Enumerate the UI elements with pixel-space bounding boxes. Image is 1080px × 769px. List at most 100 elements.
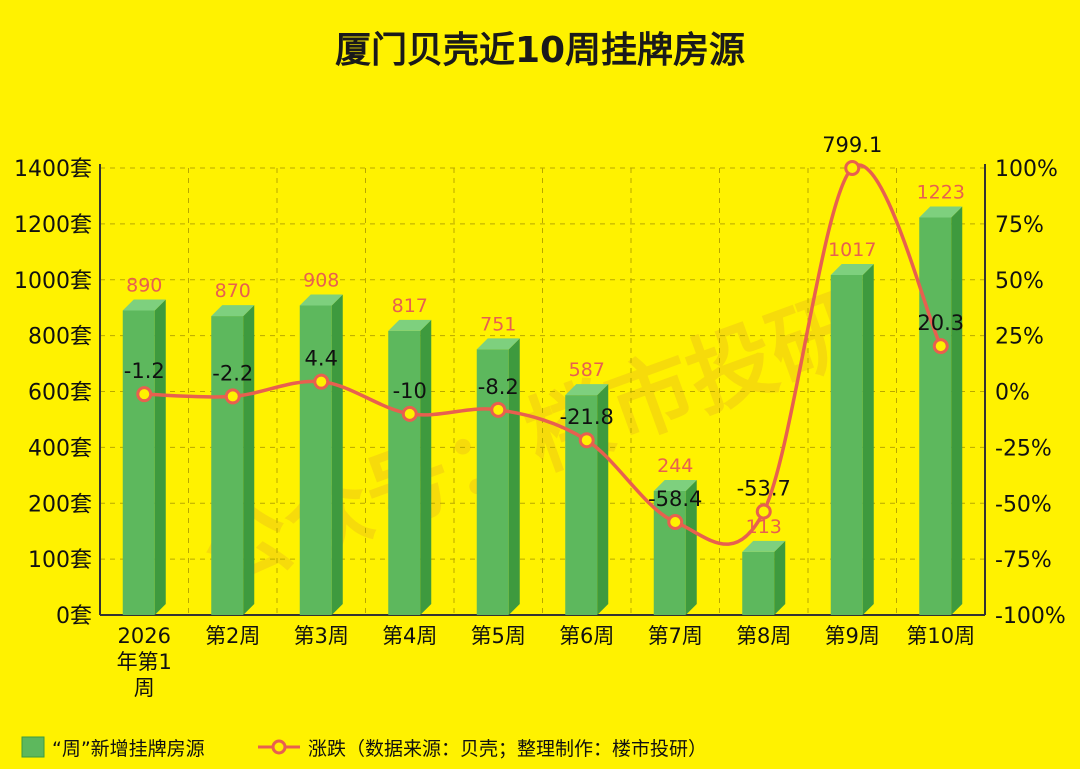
axes: 0套 -100% 100套 -75% 200套 -50% 400套 -25% 600套 0% 800… (14, 157, 1066, 700)
bar-value-label: 817 (392, 295, 428, 317)
line-value-label: -2.2 (212, 361, 253, 385)
line-point (224, 388, 241, 405)
bar-top (211, 305, 255, 317)
line-point (578, 432, 595, 449)
bar-value-label: 587 (569, 359, 605, 381)
x-tick-label: 第9周 (825, 624, 880, 648)
right-tick-label: 100% (995, 157, 1058, 182)
bar-top (919, 206, 963, 218)
bar-value-label: 908 (303, 269, 339, 291)
bar-value-label: 751 (480, 313, 516, 335)
left-tick-label: 1000套 (14, 269, 92, 294)
bar-side (508, 338, 520, 615)
bar-value-label: 1017 (828, 239, 876, 261)
bar-front (122, 310, 155, 615)
line-value-label: -10 (393, 379, 427, 403)
line-value-label: 20.3 (917, 311, 964, 335)
left-tick-label: 600套 (28, 381, 92, 406)
data-labels: 890 870 908 817 751 587 244 113 1017 1223 -1.2 -2.2… (124, 133, 965, 538)
bar-front (830, 275, 863, 615)
bar-value-label: 244 (657, 455, 693, 477)
line-point (755, 503, 772, 520)
line-value-label: 799.1 (822, 133, 882, 157)
legend: “周”新增挂牌房源 涨跌（数据来源：贝壳；整理制作：楼市投研） (21, 736, 707, 760)
left-tick-label: 400套 (28, 436, 92, 461)
bar-series (122, 206, 963, 615)
line-value-label: -58.4 (648, 487, 702, 511)
x-tick-label: 第5周 (471, 624, 526, 648)
bar-top (388, 319, 432, 331)
right-tick-label: 75% (995, 213, 1044, 238)
line-path (144, 163, 943, 546)
bar-side (597, 384, 609, 615)
legend-line-marker (271, 739, 287, 755)
left-tick-label: 1400套 (14, 157, 92, 182)
line-value-label: -8.2 (478, 375, 519, 399)
bar-top (122, 299, 166, 311)
bar-value-label: 890 (126, 274, 162, 296)
bar-top (653, 479, 697, 491)
bar-side (243, 305, 255, 615)
bar-front (919, 217, 952, 615)
right-tick-label: 0% (995, 381, 1030, 406)
bar-top (299, 294, 343, 306)
bar-front (476, 349, 509, 615)
grid-lines (100, 167, 985, 615)
bar-front (742, 551, 775, 615)
bar-side (862, 264, 874, 615)
line-value-label: -21.8 (560, 405, 614, 429)
left-tick-label: 200套 (28, 492, 92, 517)
line-point (844, 160, 861, 176)
x-tick-label: 第6周 (559, 624, 614, 648)
bar-value-label: 1223 (917, 181, 965, 203)
legend-bar-label: “周”新增挂牌房源 (52, 738, 205, 760)
x-tick-label: 第3周 (294, 624, 349, 648)
bar-front (299, 305, 332, 615)
line-value-label: -53.7 (737, 477, 791, 501)
line-point (401, 405, 418, 422)
x-tick-label: 第4周 (382, 624, 437, 648)
left-tick-label: 0套 (56, 604, 92, 629)
bar-top (742, 540, 786, 552)
bar-front (388, 330, 421, 615)
bar (211, 305, 255, 615)
bar-top (565, 384, 609, 396)
bar-side (420, 319, 432, 615)
bar-front (211, 316, 244, 615)
bar (122, 299, 166, 615)
line-series (136, 160, 949, 546)
bar (919, 206, 963, 615)
chart-title: 厦门贝壳近10周挂牌房源 (335, 30, 745, 71)
bar (476, 338, 520, 615)
bar-value-label: 870 (215, 280, 251, 302)
line-point (313, 373, 330, 390)
left-tick-label: 100套 (28, 548, 92, 573)
x-tick-label: 2026 年第1 周 (117, 624, 172, 700)
bar-top (476, 338, 520, 350)
right-tick-label: -50% (995, 492, 1052, 517)
line-point (490, 401, 507, 418)
left-tick-label: 1200套 (14, 213, 92, 238)
x-tick-label: 第8周 (736, 624, 791, 648)
bar (388, 319, 432, 615)
bar (565, 384, 609, 615)
bar-side (154, 299, 166, 615)
right-tick-label: -100% (995, 604, 1066, 629)
bar (742, 540, 786, 615)
line-point (667, 514, 684, 531)
line-value-label: 4.4 (305, 347, 338, 371)
x-tick-label: 第7周 (648, 624, 703, 648)
legend-bar-swatch (21, 736, 45, 758)
bar-top (830, 264, 874, 276)
bar (299, 294, 343, 615)
right-tick-label: -75% (995, 548, 1052, 573)
bar-side (685, 479, 697, 615)
bar-side (331, 294, 343, 615)
bar-side (774, 540, 786, 615)
line-point (136, 386, 153, 403)
left-tick-label: 800套 (28, 325, 92, 350)
line-point (932, 338, 949, 355)
x-tick-label: 第10周 (906, 624, 975, 648)
x-tick-label: 第2周 (205, 624, 260, 648)
